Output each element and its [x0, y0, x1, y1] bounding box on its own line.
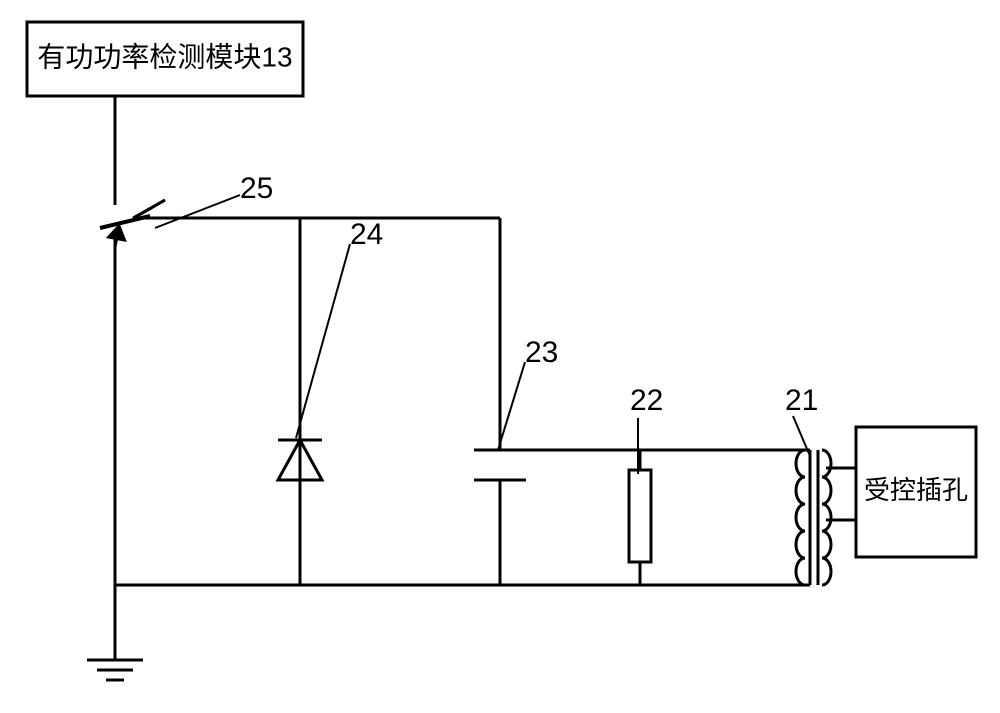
- leader-24: [296, 244, 350, 438]
- ref-label-25: 25: [240, 172, 273, 205]
- leader-23: [498, 362, 525, 450]
- transistor-25: [100, 200, 165, 247]
- ref-label-23: 23: [525, 336, 558, 369]
- leader-25: [155, 195, 240, 228]
- ref-label-22: 22: [630, 384, 663, 417]
- active-power-module-label: 有功功率检测模块13: [37, 41, 292, 72]
- diagram-canvas: 有功功率检测模块13 受控插孔 25 24 23 22 21: [0, 0, 1000, 713]
- resistor-22: [629, 470, 651, 562]
- transformer-21: [796, 450, 831, 585]
- ref-label-21: 21: [785, 384, 818, 417]
- controlled-socket-label: 受控插孔: [864, 475, 968, 505]
- ref-label-24: 24: [350, 218, 383, 251]
